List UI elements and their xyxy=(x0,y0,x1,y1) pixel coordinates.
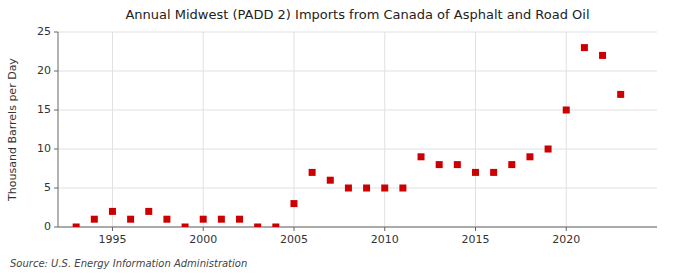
point xyxy=(508,161,515,168)
point xyxy=(599,52,606,59)
y-tick xyxy=(54,188,58,189)
point xyxy=(327,177,334,184)
x-grid-line xyxy=(475,32,476,227)
point xyxy=(272,224,279,228)
x-grid-line xyxy=(384,32,385,227)
y-tick xyxy=(54,32,58,33)
x-tick xyxy=(566,227,567,231)
points xyxy=(73,44,625,227)
point xyxy=(127,216,134,223)
grid xyxy=(58,32,657,227)
axes: 0 5 10 15 20 25 1995 2000 2005 2010 2015 2020 xyxy=(37,25,580,246)
x-grid-line xyxy=(203,32,204,227)
y-tick-label: 10 xyxy=(37,142,51,155)
y-axis-label: Thousand Barrels per Day xyxy=(6,58,19,202)
point xyxy=(399,185,406,192)
point xyxy=(73,224,80,228)
point xyxy=(472,169,479,176)
y-tick-label: 15 xyxy=(37,103,51,116)
point xyxy=(490,169,497,176)
point xyxy=(454,161,461,168)
x-tick xyxy=(112,227,113,231)
x-tick xyxy=(293,227,294,231)
point xyxy=(581,44,588,51)
point xyxy=(526,153,533,160)
point xyxy=(545,146,552,153)
y-tick-label: 25 xyxy=(37,25,51,38)
point xyxy=(109,208,116,215)
x-tick-label: 2010 xyxy=(371,233,399,246)
chart: 0 5 10 15 20 25 1995 2000 2005 2010 2015 2020 Annual… xyxy=(0,0,675,275)
y-tick-label: 20 xyxy=(37,64,51,77)
point xyxy=(145,208,152,215)
y-tick xyxy=(54,71,58,72)
point xyxy=(418,153,425,160)
y-tick xyxy=(54,110,58,111)
x-tick-label: 2005 xyxy=(280,233,308,246)
point xyxy=(182,224,189,228)
point xyxy=(163,216,170,223)
y-grid-line xyxy=(58,227,657,228)
y-grid-line xyxy=(58,32,657,33)
annotation: Source: U.S. Energy Information Administ… xyxy=(10,258,247,269)
point xyxy=(363,185,370,192)
y-tick xyxy=(54,227,58,228)
point xyxy=(254,224,261,228)
x-grid-line xyxy=(112,32,113,227)
x-tick-label: 2000 xyxy=(189,233,217,246)
background xyxy=(0,0,675,275)
point xyxy=(200,216,207,223)
x-axis-line xyxy=(58,227,657,228)
y-tick xyxy=(54,149,58,150)
x-tick-label: 1995 xyxy=(98,233,126,246)
point xyxy=(345,185,352,192)
point xyxy=(91,216,98,223)
x-grid-line xyxy=(566,32,567,227)
y-grid-line xyxy=(58,188,657,189)
x-tick-label: 2015 xyxy=(461,233,489,246)
y-axis-line xyxy=(58,32,59,227)
point xyxy=(218,216,225,223)
y-grid-line xyxy=(58,149,657,150)
point xyxy=(236,216,243,223)
point xyxy=(290,200,297,207)
x-tick-label: 2020 xyxy=(552,233,580,246)
x-tick xyxy=(475,227,476,231)
y-grid-line xyxy=(58,71,657,72)
point xyxy=(436,161,443,168)
title: Annual Midwest (PADD 2) Imports from Can… xyxy=(125,7,589,22)
y-tick-label: 5 xyxy=(44,181,51,194)
point xyxy=(617,91,624,98)
point xyxy=(381,185,388,192)
x-grid-line xyxy=(293,32,294,227)
x-tick xyxy=(203,227,204,231)
y-tick-label: 0 xyxy=(44,220,51,233)
x-tick xyxy=(384,227,385,231)
point xyxy=(309,169,316,176)
point xyxy=(563,107,570,114)
